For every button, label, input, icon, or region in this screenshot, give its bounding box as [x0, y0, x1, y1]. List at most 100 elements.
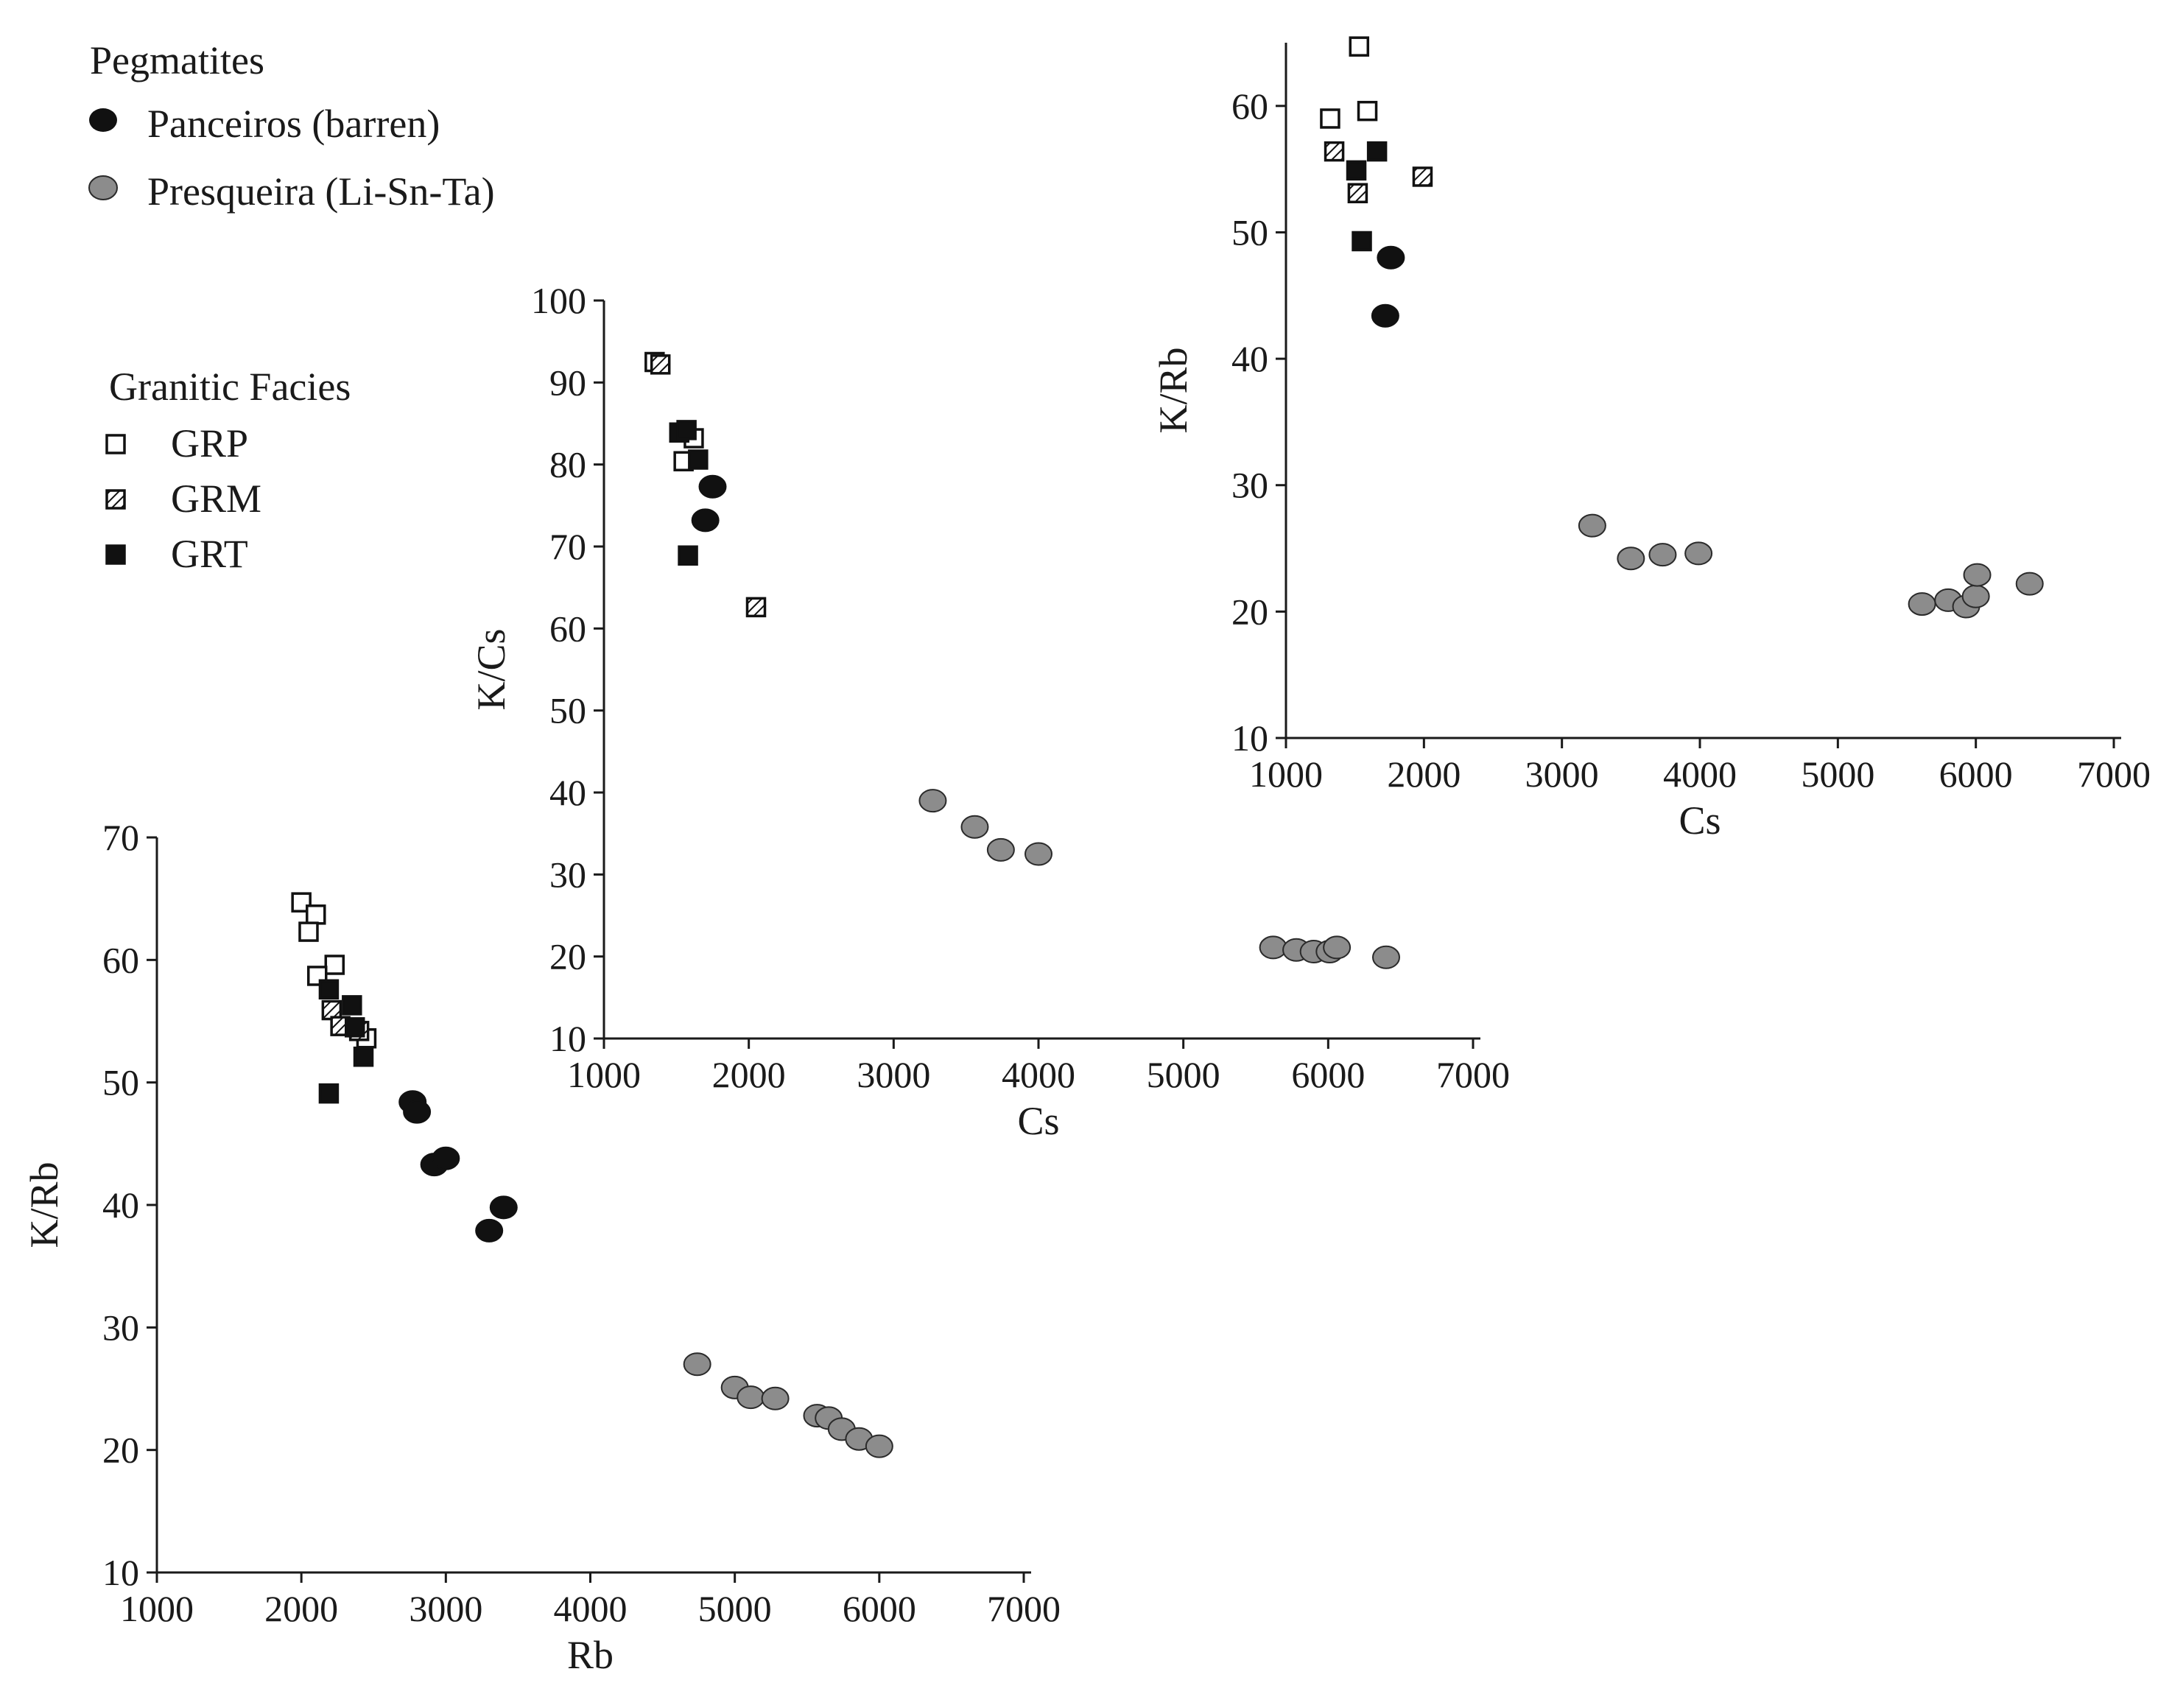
- data-point-open-square: [306, 966, 328, 986]
- legend-pegmatites-title: Pegmatites: [90, 38, 264, 82]
- chart-krb-vs-cs: 1000 2000 3000 4000 5000 6000 7000 10 20 30 40 50 60…: [1151, 36, 2151, 843]
- y-axis-label: K/Rb: [22, 1161, 66, 1248]
- y-tick-label: 20: [1231, 591, 1268, 632]
- x-tick-label: 3000: [409, 1588, 482, 1629]
- legend-marker-black-circle: [89, 108, 117, 132]
- y-tick-label: 20: [102, 1430, 139, 1471]
- data-point-filled-square: [318, 1083, 340, 1104]
- data-point-open-square: [1320, 108, 1340, 129]
- legend-granitic-facies: Granitic Facies GRP GRM GRT: [105, 365, 351, 576]
- y-tick-label: 50: [102, 1062, 139, 1103]
- data-point-open-square: [324, 955, 345, 975]
- data-point-hatched-square: [1347, 183, 1368, 203]
- chart-krb-vs-rb: 1000 2000 3000 4000 5000 6000 7000 10 20 30 40 50 60…: [22, 817, 1061, 1677]
- data-point-gray-circle: [1372, 945, 1400, 969]
- data-point-filled-square: [1346, 160, 1367, 181]
- data-point-gray-circle: [2015, 572, 2044, 596]
- legend-label-grp: GRP: [171, 421, 248, 465]
- x-tick-label: 4000: [554, 1588, 628, 1629]
- data-point-hatched-square: [745, 597, 767, 618]
- x-tick-label: 7000: [2077, 753, 2151, 795]
- y-tick-label: 90: [549, 362, 586, 403]
- y-tick-label: 60: [102, 939, 139, 980]
- series-panceiros-barren: [1371, 245, 1405, 328]
- x-tick-label: 3000: [1525, 753, 1599, 795]
- data-point-open-square: [1349, 36, 1370, 57]
- x-axis-label: Cs: [1017, 1099, 1059, 1143]
- series-presqueira-li-sn-ta: [683, 1352, 893, 1458]
- legend-marker-gray-circle: [88, 175, 118, 200]
- data-point-filled-square: [678, 545, 698, 566]
- data-point-gray-circle: [1617, 547, 1645, 571]
- x-tick-label: 1000: [120, 1588, 194, 1629]
- data-point-filled-square: [676, 420, 697, 440]
- legend-item-grp: GRP: [105, 421, 248, 465]
- data-point-filled-square: [342, 995, 362, 1016]
- series-grp: [291, 892, 377, 1049]
- data-point-gray-circle: [918, 789, 947, 813]
- y-tick-label: 40: [549, 772, 586, 813]
- legend-granitic-title: Granitic Facies: [109, 365, 351, 409]
- legend-label-presqueira: Presqueira (Li-Sn-Ta): [147, 169, 495, 214]
- y-tick-label: 10: [102, 1552, 139, 1593]
- legend-item-grm: GRM: [105, 477, 261, 521]
- x-tick-label: 7000: [987, 1588, 1061, 1629]
- data-point-black-circle: [691, 508, 720, 533]
- y-tick-label: 30: [1231, 465, 1268, 506]
- series-panceiros-barren: [398, 1090, 518, 1243]
- legend-label-grm: GRM: [171, 477, 261, 521]
- data-point-gray-circle: [960, 815, 989, 839]
- x-axis-label: Cs: [1679, 798, 1721, 843]
- data-point-gray-circle: [1259, 935, 1287, 960]
- x-tick-label: 1000: [567, 1054, 641, 1095]
- y-tick-label: 70: [549, 526, 586, 567]
- legend-label-panceiros: Panceiros (barren): [147, 102, 440, 146]
- data-point-black-circle: [698, 474, 727, 499]
- x-tick-label: 5000: [1801, 753, 1874, 795]
- data-point-filled-square: [688, 449, 709, 470]
- x-tick-label: 4000: [1002, 1054, 1075, 1095]
- x-tick-label: 4000: [1663, 753, 1737, 795]
- series-grt: [1346, 141, 1388, 252]
- data-point-gray-circle: [1908, 592, 1936, 616]
- x-tick-label: 5000: [1147, 1054, 1220, 1095]
- data-point-filled-square: [344, 1017, 365, 1038]
- y-tick-label: 40: [1231, 338, 1268, 379]
- data-point-open-square: [306, 904, 326, 925]
- y-tick-label: 70: [102, 817, 139, 858]
- series-presqueira-li-sn-ta: [918, 789, 1400, 969]
- legend-item-grt: GRT: [105, 532, 248, 576]
- legend-label-grt: GRT: [171, 532, 248, 576]
- y-tick-label: 50: [549, 690, 586, 731]
- x-tick-label: 2000: [264, 1588, 338, 1629]
- data-point-black-circle: [432, 1146, 460, 1170]
- legend-marker-open-square: [105, 434, 126, 454]
- data-point-gray-circle: [1648, 543, 1677, 567]
- legend-marker-hatched-square: [105, 489, 126, 510]
- x-tick-label: 1000: [1249, 753, 1323, 795]
- y-tick-label: 30: [102, 1307, 139, 1348]
- data-point-gray-circle: [683, 1352, 711, 1377]
- data-point-open-square: [1357, 100, 1378, 122]
- y-tick-label: 40: [102, 1184, 139, 1226]
- data-point-black-circle: [1377, 245, 1405, 270]
- y-tick-label: 60: [549, 608, 586, 649]
- legend-item-panceiros: Panceiros (barren): [89, 102, 440, 146]
- legend-item-presqueira: Presqueira (Li-Sn-Ta): [88, 169, 495, 214]
- y-tick-label: 100: [531, 280, 586, 321]
- y-tick-label: 60: [1231, 85, 1268, 127]
- series-grt: [318, 979, 374, 1104]
- data-point-black-circle: [489, 1195, 518, 1220]
- x-tick-label: 2000: [1387, 753, 1461, 795]
- x-tick-label: 7000: [1436, 1054, 1510, 1095]
- data-point-gray-circle: [761, 1386, 790, 1410]
- x-tick-label: 6000: [1291, 1054, 1365, 1095]
- data-point-gray-circle: [986, 837, 1015, 862]
- data-point-gray-circle: [1323, 935, 1352, 960]
- data-point-gray-circle: [1961, 584, 1990, 608]
- y-tick-label: 50: [1231, 211, 1268, 253]
- chart-kcs-vs-cs: 1000 2000 3000 4000 5000 6000 7000 10 20 30 40 50 60…: [469, 280, 1510, 1143]
- data-point-gray-circle: [1963, 563, 1992, 587]
- series-grp: [1320, 36, 1378, 129]
